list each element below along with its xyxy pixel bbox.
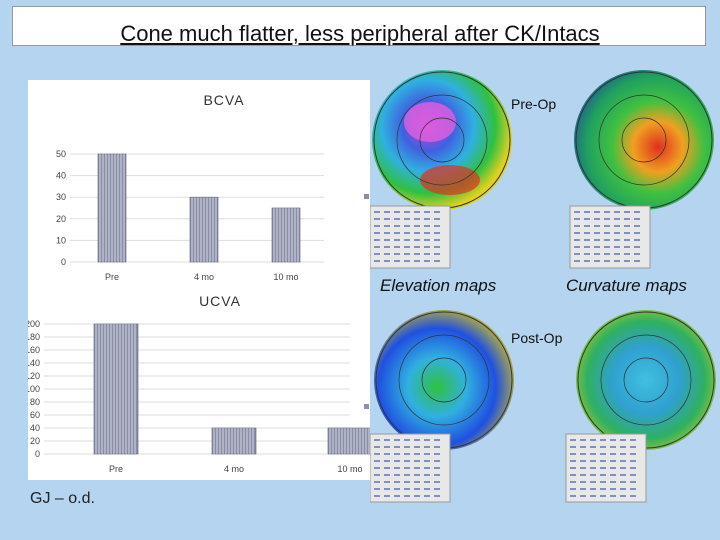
post-op-curvature-map bbox=[576, 310, 716, 450]
legend-swatch bbox=[364, 194, 369, 199]
y-tick-label: 20 bbox=[56, 214, 66, 224]
x-tick-label: 10 mo bbox=[337, 464, 362, 474]
x-tick-label: Pre bbox=[105, 272, 119, 282]
chart-title: UCVA bbox=[199, 293, 241, 309]
y-tick-label: 60 bbox=[30, 410, 40, 420]
y-tick-label: 80 bbox=[30, 397, 40, 407]
y-tick-label: 200 bbox=[28, 319, 40, 329]
x-tick-label: Pre bbox=[109, 464, 123, 474]
x-tick-label: 4 mo bbox=[194, 272, 214, 282]
bar bbox=[211, 427, 257, 455]
y-tick-label: 10 bbox=[56, 235, 66, 245]
y-tick-label: 40 bbox=[30, 423, 40, 433]
post-op-label: Post-Op bbox=[511, 330, 563, 346]
y-tick-label: 30 bbox=[56, 192, 66, 202]
y-tick-label: 0 bbox=[35, 449, 40, 459]
topography-maps bbox=[370, 70, 716, 503]
elevation-maps-label: Elevation maps bbox=[380, 276, 497, 295]
y-tick-label: 0 bbox=[61, 257, 66, 267]
y-tick-label: 100 bbox=[28, 384, 40, 394]
pre-op-curvature-map bbox=[574, 70, 714, 210]
slide-title: Cone much flatter, less peripheral after… bbox=[120, 21, 600, 46]
y-tick-label: 20 bbox=[30, 436, 40, 446]
readout-lines bbox=[374, 211, 644, 497]
x-tick-label: 10 mo bbox=[273, 272, 298, 282]
y-tick-label: 50 bbox=[56, 149, 66, 159]
legend-swatch bbox=[364, 404, 369, 409]
x-tick-label: 4 mo bbox=[224, 464, 244, 474]
bar bbox=[93, 323, 139, 455]
y-tick-label: 160 bbox=[28, 345, 40, 355]
pre-op-elevation-map bbox=[372, 70, 512, 210]
y-tick-label: 40 bbox=[56, 171, 66, 181]
y-tick-label: 180 bbox=[28, 332, 40, 342]
curvature-maps-label: Curvature maps bbox=[566, 276, 687, 295]
footer-label: GJ – o.d. bbox=[30, 490, 95, 507]
post-op-elevation-map bbox=[374, 310, 514, 450]
pre-op-label: Pre-Op bbox=[511, 96, 557, 112]
chart-title: BCVA bbox=[203, 92, 244, 108]
title-box: Cone much flatter, less peripheral after… bbox=[12, 6, 706, 46]
y-tick-label: 140 bbox=[28, 358, 40, 368]
y-tick-label: 120 bbox=[28, 371, 40, 381]
bar bbox=[327, 427, 373, 455]
